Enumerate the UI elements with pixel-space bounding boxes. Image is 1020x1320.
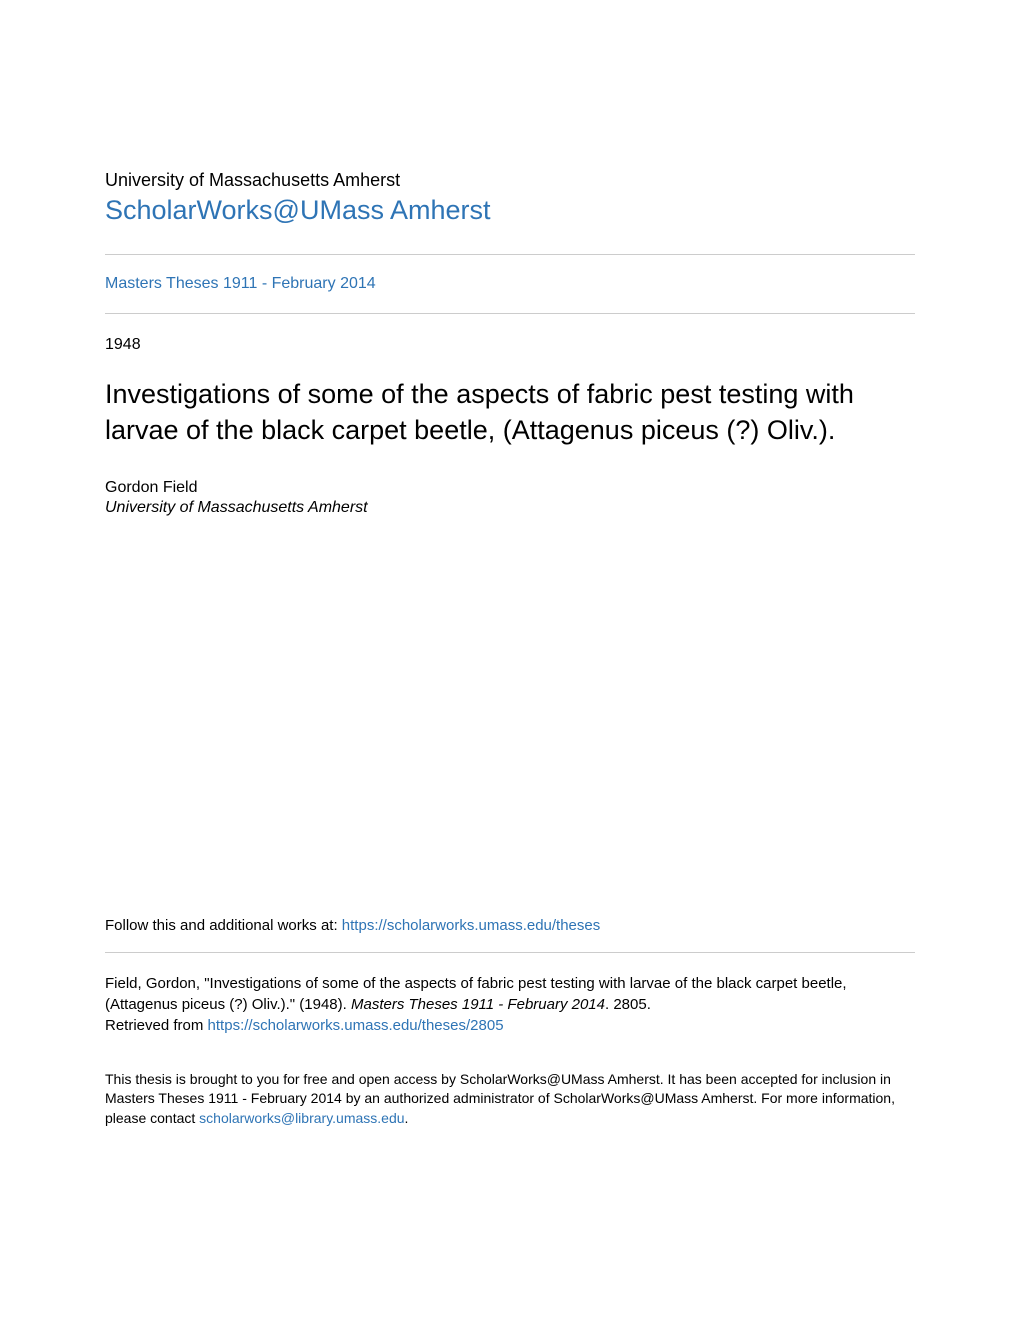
footer-contact-link[interactable]: scholarworks@library.umass.edu [199, 1110, 404, 1126]
footer-after: . [405, 1110, 409, 1126]
institution-name: University of Massachusetts Amherst [105, 170, 915, 191]
publication-year: 1948 [105, 314, 915, 376]
thesis-title: Investigations of some of the aspects of… [105, 376, 915, 449]
author-affiliation: University of Massachusetts Amherst [105, 499, 915, 517]
repository-link[interactable]: ScholarWorks@UMass Amherst [105, 195, 915, 226]
retrieved-prefix: Retrieved from [105, 1017, 208, 1034]
follow-prefix: Follow this and additional works at: [105, 917, 342, 934]
footer-text: This thesis is brought to you for free a… [105, 1070, 915, 1129]
citation-text-after: . 2805. [605, 996, 651, 1013]
follow-link[interactable]: https://scholarworks.umass.edu/theses [342, 917, 600, 934]
author-name: Gordon Field [105, 479, 915, 497]
citation-block: Field, Gordon, "Investigations of some o… [105, 953, 915, 1070]
collection-link[interactable]: Masters Theses 1911 - February 2014 [105, 255, 915, 313]
follow-line: Follow this and additional works at: htt… [105, 917, 915, 952]
citation-italic: Masters Theses 1911 - February 2014 [351, 996, 605, 1013]
retrieved-link[interactable]: https://scholarworks.umass.edu/theses/28… [208, 1017, 504, 1034]
